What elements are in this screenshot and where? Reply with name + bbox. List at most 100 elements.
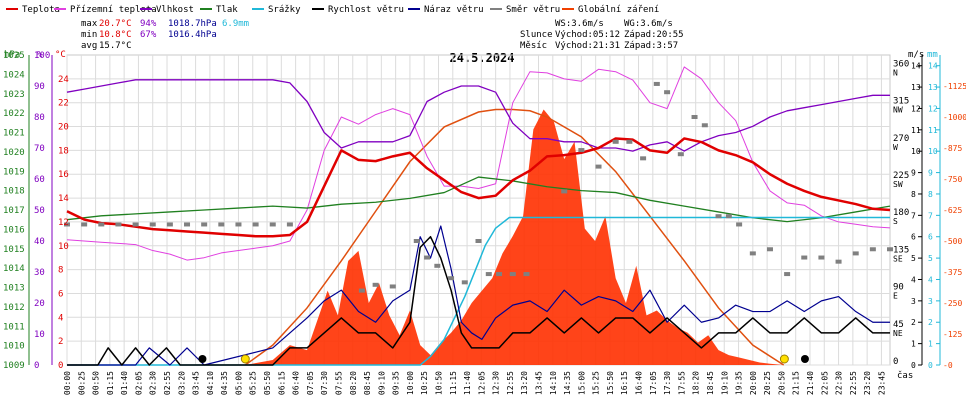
pressure-tick-label: 1022 bbox=[3, 109, 25, 119]
humidity-tick-label: 30 bbox=[34, 268, 45, 278]
wind-tick-label: 12 bbox=[911, 104, 921, 113]
rain-tick-label: 13 bbox=[928, 83, 938, 92]
temperature-line bbox=[66, 137, 891, 238]
x-tick-label: 08:45 bbox=[363, 371, 372, 395]
radiation-tick-label: -750 bbox=[943, 175, 962, 184]
x-tick-label: 03:45 bbox=[192, 371, 201, 395]
x-tick-label: 04:35 bbox=[220, 371, 229, 395]
sunrise-time: Východ:05:12 bbox=[555, 30, 620, 40]
legend-entry: Srážky bbox=[268, 5, 301, 15]
wind-direction-point bbox=[640, 156, 647, 161]
wind-direction-point bbox=[523, 272, 530, 277]
x-tick-label: 05:00 bbox=[234, 371, 243, 395]
x-tick-label: 08:20 bbox=[349, 371, 358, 395]
line-series bbox=[64, 66, 893, 366]
x-tick-label: 17:05 bbox=[649, 371, 658, 395]
sun-label: Slunce bbox=[520, 30, 553, 40]
x-tick-label: 20:00 bbox=[749, 371, 758, 395]
x-tick-label: 09:35 bbox=[392, 371, 401, 395]
temperature-tick-label: 22 bbox=[58, 99, 69, 109]
direction-tick-compass: SE bbox=[893, 254, 903, 263]
direction-tick-compass: N bbox=[893, 68, 898, 77]
temperature-tick-label: 6 bbox=[58, 289, 63, 299]
x-tick-label: 02:55 bbox=[163, 371, 172, 395]
wind-direction-point bbox=[612, 139, 619, 144]
pressure-tick-label: 1009 bbox=[3, 361, 25, 371]
pressure-tick-label: 1012 bbox=[3, 303, 25, 313]
wind-gust-line bbox=[67, 225, 890, 366]
moonrise-time: Východ:21:31 bbox=[555, 41, 620, 51]
wind-direction-point bbox=[475, 239, 482, 243]
stat-min-pressure: 1016.4hPa bbox=[168, 30, 217, 40]
x-tick-label: 01:15 bbox=[106, 371, 115, 395]
x-tick-label: 11:15 bbox=[449, 371, 458, 395]
radiation-series bbox=[244, 108, 785, 366]
wind-tick-label: 5 bbox=[911, 254, 916, 263]
wind-direction-point bbox=[736, 222, 743, 227]
pressure-line bbox=[66, 176, 891, 223]
legend: Teplota Přízemní teplota Vlhkost Tlak Srážky… bbox=[6, 5, 659, 15]
moon-label: Měsíc bbox=[520, 41, 547, 51]
x-tick-label: 12:05 bbox=[477, 371, 486, 395]
direction-tick-degrees: 360 bbox=[893, 59, 909, 69]
x-tick-label: 02:30 bbox=[149, 371, 158, 395]
pressure-tick-label: 1018 bbox=[3, 187, 25, 197]
wind-direction-point bbox=[626, 139, 633, 144]
wind-tick-label: 2 bbox=[911, 318, 916, 327]
x-tick-label: 12:55 bbox=[506, 371, 515, 395]
legend-entry: Náraz větru bbox=[424, 5, 484, 15]
stat-max-temp: 20.7°C bbox=[99, 19, 132, 29]
radiation-tick-label: -250 bbox=[943, 299, 962, 308]
wind-tick-label: 11 bbox=[911, 126, 921, 135]
rain-tick-label: 1 bbox=[928, 340, 933, 349]
x-tick-label: 15:50 bbox=[606, 371, 615, 395]
direction-tick-degrees: 45 bbox=[893, 320, 904, 330]
humidity-tick-label: 40 bbox=[34, 237, 45, 247]
x-tick-label: 15:00 bbox=[577, 371, 586, 395]
wind-direction-point bbox=[166, 222, 173, 227]
direction-tick-degrees: 90 bbox=[893, 283, 904, 293]
wind-tick-label: 8 bbox=[911, 190, 916, 199]
wind-direction-point bbox=[269, 222, 276, 227]
x-tick-label: 07:55 bbox=[334, 371, 343, 395]
temperature-tick-label: 14 bbox=[58, 194, 69, 204]
x-tick-label: 04:10 bbox=[206, 371, 215, 395]
x-tick-label: 23:45 bbox=[877, 371, 886, 395]
temperature-tick-label: 20 bbox=[58, 123, 69, 133]
x-tick-label: 18:45 bbox=[706, 371, 715, 395]
wind-direction-point bbox=[818, 255, 825, 260]
legend-entry: Přízemní teplota bbox=[70, 5, 157, 15]
moonset-time: Západ:3:57 bbox=[624, 41, 678, 51]
radiation-tick-label: -875 bbox=[943, 144, 962, 153]
x-tick-label: 15:25 bbox=[592, 371, 601, 395]
wind-direction-point bbox=[389, 284, 396, 289]
radiation-tick-label: -375 bbox=[943, 268, 962, 277]
x-tick-label: 21:40 bbox=[806, 371, 815, 395]
stat-min-temp: 10.8°C bbox=[99, 30, 132, 40]
wind-direction-point bbox=[64, 222, 70, 227]
moon-set-icon bbox=[198, 355, 207, 363]
temperature-tick-label: 16 bbox=[58, 170, 69, 180]
radiation-tick-label: -1000 bbox=[943, 113, 966, 122]
wind-direction-point bbox=[448, 276, 455, 281]
sunset-icon bbox=[779, 354, 789, 364]
wind-direction-point bbox=[701, 123, 708, 128]
sun-moon-info: WS:3.6m/s WG:3.6m/s Slunce Východ:05:12 … bbox=[520, 19, 684, 51]
direction-tick-compass: NW bbox=[893, 106, 903, 115]
x-tick-label: 00:50 bbox=[92, 371, 101, 395]
stat-max-humidity: 94% bbox=[140, 19, 157, 29]
pressure-tick-label: 1010 bbox=[3, 342, 25, 352]
wind-direction-point bbox=[766, 247, 773, 252]
wind-direction-point bbox=[184, 222, 191, 227]
wind-direction-point bbox=[801, 255, 808, 260]
wind-tick-label: 10 bbox=[911, 147, 921, 156]
stat-avg-label: avg bbox=[81, 41, 97, 51]
x-tick-label: 06:40 bbox=[292, 371, 301, 395]
wind-direction-point bbox=[218, 222, 225, 227]
wind-direction-point bbox=[664, 90, 671, 95]
wind-tick-label: 4 bbox=[911, 275, 916, 284]
x-tick-label: 12:30 bbox=[492, 371, 501, 395]
direction-tick-degrees: 135 bbox=[893, 245, 909, 255]
pressure-tick-label: 1021 bbox=[3, 129, 25, 139]
rain-tick-label: 7 bbox=[928, 211, 933, 220]
